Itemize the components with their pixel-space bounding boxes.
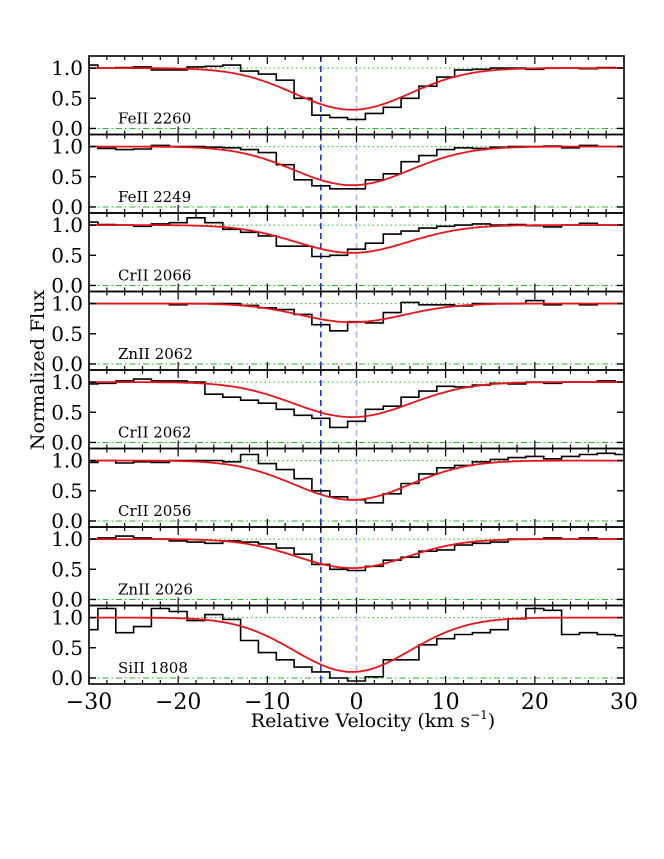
y-tick-label: 1.0 bbox=[51, 449, 83, 473]
y-tick-label: 1.0 bbox=[51, 56, 83, 80]
y-tick-label: 1.0 bbox=[51, 292, 83, 316]
spectrum-panel: 0.0 0.5 1.0 CrII 2056 bbox=[51, 447, 625, 533]
spectrum-panel: 0.0 0.5 1.0 ZnII 2062 bbox=[51, 290, 625, 376]
y-tick-label: 1.0 bbox=[51, 213, 83, 237]
model-profile-curve bbox=[89, 302, 624, 324]
x-axis-title: Relative Velocity (km s−1) bbox=[251, 708, 495, 732]
y-tick-label: 0.5 bbox=[51, 165, 83, 189]
y-tick-label: 0.0 bbox=[51, 116, 83, 140]
model-profile-curve bbox=[89, 67, 624, 111]
y-tick-label: 0.5 bbox=[51, 479, 83, 503]
ion-label: FeII 2249 bbox=[118, 188, 191, 206]
ion-label: CrII 2066 bbox=[118, 266, 191, 284]
ion-label: SiII 1808 bbox=[118, 659, 188, 677]
y-tick-label: 0.5 bbox=[51, 636, 83, 660]
y-tick-label: 0.5 bbox=[51, 243, 83, 267]
ion-label: ZnII 2062 bbox=[118, 345, 193, 363]
x-tick-label: −20 bbox=[155, 690, 201, 715]
y-tick-label: 0.0 bbox=[51, 352, 83, 376]
spectrum-panel: 0.0 0.5 1.0 SiII 1808 bbox=[51, 604, 625, 690]
ion-label: FeII 2260 bbox=[118, 109, 191, 127]
spectrum-panel: 0.0 0.5 1.0 CrII 2062 bbox=[51, 369, 625, 454]
model-profile-curve bbox=[89, 145, 624, 187]
x-tick-label: 30 bbox=[610, 690, 638, 715]
x-tick-label: 10 bbox=[432, 690, 460, 715]
model-profile-curve bbox=[89, 459, 624, 501]
x-axis-title-close: ) bbox=[488, 710, 495, 732]
model-profile-curve bbox=[89, 616, 624, 673]
ion-label: CrII 2056 bbox=[118, 502, 191, 520]
x-axis-title-main: Relative Velocity (km s bbox=[251, 710, 470, 732]
y-tick-label: 0.5 bbox=[51, 322, 83, 346]
y-axis-title: Normalized Flux bbox=[27, 290, 49, 451]
spectrum-panel: 0.0 0.5 1.0 FeII 2249 bbox=[51, 133, 625, 219]
model-profile-curve bbox=[89, 381, 624, 418]
ion-label: CrII 2062 bbox=[118, 423, 191, 441]
y-tick-label: 0.0 bbox=[51, 587, 83, 611]
y-tick-label: 0.5 bbox=[51, 86, 83, 110]
y-tick-label: 1.0 bbox=[51, 370, 83, 394]
y-tick-label: 0.0 bbox=[51, 195, 83, 219]
x-tick-label: 20 bbox=[521, 690, 549, 715]
y-tick-label: 1.0 bbox=[51, 606, 83, 630]
ion-label: ZnII 2026 bbox=[118, 580, 193, 598]
model-profile-curve bbox=[89, 224, 624, 254]
y-tick-label: 0.0 bbox=[51, 430, 83, 454]
y-tick-label: 1.0 bbox=[51, 527, 83, 551]
spectrum-panel: 0.0 0.5 1.0 ZnII 2026 bbox=[51, 526, 625, 611]
x-tick-label: −30 bbox=[66, 690, 112, 715]
observed-flux-histogram bbox=[89, 607, 624, 682]
model-profile-curve bbox=[89, 538, 624, 570]
x-axis-title-unit-exponent: −1 bbox=[470, 708, 488, 722]
spectrum-panel: 0.0 0.5 1.0 CrII 2066 bbox=[51, 212, 625, 297]
x-tick-label: 0 bbox=[350, 690, 364, 715]
y-tick-label: 0.0 bbox=[51, 273, 83, 297]
x-tick-label: −10 bbox=[244, 690, 290, 715]
y-tick-label: 0.5 bbox=[51, 557, 83, 581]
spectrum-panel: 0.0 0.5 1.0 FeII 2260 bbox=[51, 55, 625, 140]
y-tick-label: 0.0 bbox=[51, 666, 83, 690]
y-tick-label: 1.0 bbox=[51, 135, 83, 159]
y-tick-label: 0.5 bbox=[51, 400, 83, 424]
x-axis: −30 −20 −10 0 10 20 30 bbox=[66, 690, 638, 715]
y-tick-label: 0.0 bbox=[51, 509, 83, 533]
